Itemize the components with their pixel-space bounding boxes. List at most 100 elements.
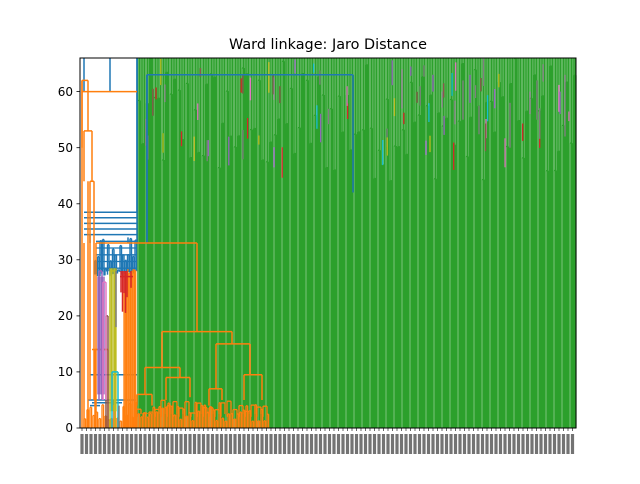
leaf-label-32 <box>224 434 228 454</box>
leaf-label-68 <box>386 434 390 454</box>
leaf-label-41 <box>264 434 269 454</box>
leaf-label-12 <box>134 434 138 454</box>
leaf-label-22 <box>179 434 183 454</box>
leaf-label-97 <box>516 434 521 454</box>
leaf-label-8 <box>116 434 120 454</box>
leaf-label-21 <box>174 434 179 454</box>
leaf-label-83 <box>453 434 458 454</box>
leaf-label-93 <box>498 434 503 454</box>
leaf-label-43 <box>273 434 278 454</box>
leaf-label-48 <box>296 434 300 454</box>
leaf-label-19 <box>165 434 170 454</box>
leaf-label-60 <box>350 434 354 454</box>
leaf-label-109 <box>570 434 575 454</box>
leaf-label-101 <box>534 434 539 454</box>
leaf-label-59 <box>345 434 350 454</box>
leaf-label-92 <box>494 434 498 454</box>
leaf-label-30 <box>215 434 219 454</box>
leaf-label-108 <box>566 434 570 454</box>
leaf-label-13 <box>138 434 143 454</box>
leaf-label-4 <box>98 434 102 454</box>
y-tick-label-60: 60 <box>58 85 73 99</box>
leaf-label-40 <box>260 434 264 454</box>
leaf-label-73 <box>408 434 413 454</box>
leaf-label-72 <box>404 434 408 454</box>
leaf-label-86 <box>467 434 471 454</box>
leaf-label-50 <box>305 434 309 454</box>
leaf-label-89 <box>480 434 485 454</box>
leaf-label-82 <box>449 434 453 454</box>
leaf-label-67 <box>381 434 386 454</box>
y-tick-label-0: 0 <box>65 421 73 435</box>
leaf-label-103 <box>543 434 548 454</box>
leaf-label-95 <box>507 434 512 454</box>
leaf-label-6 <box>107 434 111 454</box>
y-tick-label-40: 40 <box>58 197 73 211</box>
leaf-label-53 <box>318 434 323 454</box>
leaf-label-14 <box>143 434 147 454</box>
leaf-label-85 <box>462 434 467 454</box>
leaf-label-20 <box>170 434 174 454</box>
leaf-label-57 <box>336 434 341 454</box>
leaf-label-94 <box>503 434 507 454</box>
y-axis: 0 10 20 30 40 50 60 <box>58 85 80 435</box>
leaf-label-34 <box>233 434 237 454</box>
leaf-label-69 <box>390 434 395 454</box>
leaf-label-25 <box>192 434 197 454</box>
leaf-label-5 <box>102 434 107 454</box>
leaf-label-87 <box>471 434 476 454</box>
leaf-label-100 <box>530 434 534 454</box>
leaf-label-44 <box>278 434 282 454</box>
leaf-label-23 <box>183 434 188 454</box>
leaf-label-66 <box>377 434 381 454</box>
leaf-tick-labels <box>80 428 575 454</box>
leaf-label-78 <box>431 434 435 454</box>
leaf-label-46 <box>287 434 291 454</box>
leaf-label-15 <box>147 434 152 454</box>
y-tick-label-10: 10 <box>58 365 73 379</box>
y-tick-label-20: 20 <box>58 309 73 323</box>
leaf-label-24 <box>188 434 192 454</box>
leaf-label-0 <box>80 434 84 454</box>
leaf-label-91 <box>489 434 494 454</box>
y-tick-label-50: 50 <box>58 141 73 155</box>
leaf-label-63 <box>363 434 368 454</box>
leaf-label-58 <box>341 434 345 454</box>
y-tick-label-30: 30 <box>58 253 73 267</box>
chart-title: Ward linkage: Jaro Distance <box>229 37 427 53</box>
leaf-label-33 <box>228 434 233 454</box>
leaf-label-84 <box>458 434 462 454</box>
leaf-label-51 <box>309 434 314 454</box>
leaf-label-99 <box>525 434 530 454</box>
leaf-label-56 <box>332 434 336 454</box>
leaf-label-81 <box>444 434 449 454</box>
leaf-label-42 <box>269 434 273 454</box>
leaf-label-55 <box>327 434 332 454</box>
leaf-label-49 <box>300 434 305 454</box>
leaf-label-65 <box>372 434 377 454</box>
leaf-label-9 <box>120 434 125 454</box>
leaf-label-70 <box>395 434 399 454</box>
leaf-label-107 <box>561 434 566 454</box>
leaf-label-106 <box>557 434 561 454</box>
leaf-label-28 <box>206 434 210 454</box>
leaf-label-75 <box>417 434 422 454</box>
leaf-label-26 <box>197 434 201 454</box>
leaf-label-16 <box>152 434 156 454</box>
leaf-label-18 <box>161 434 165 454</box>
leaf-label-39 <box>255 434 260 454</box>
leaf-label-102 <box>539 434 543 454</box>
leaf-label-47 <box>291 434 296 454</box>
leaf-label-80 <box>440 434 444 454</box>
leaf-label-1 <box>84 434 89 454</box>
leaf-label-61 <box>354 434 359 454</box>
leaf-label-38 <box>251 434 255 454</box>
leaf-label-104 <box>548 434 552 454</box>
leaf-label-79 <box>435 434 440 454</box>
leaf-label-88 <box>476 434 480 454</box>
leaf-label-77 <box>426 434 431 454</box>
leaf-label-7 <box>111 434 116 454</box>
leaf-label-36 <box>242 434 246 454</box>
